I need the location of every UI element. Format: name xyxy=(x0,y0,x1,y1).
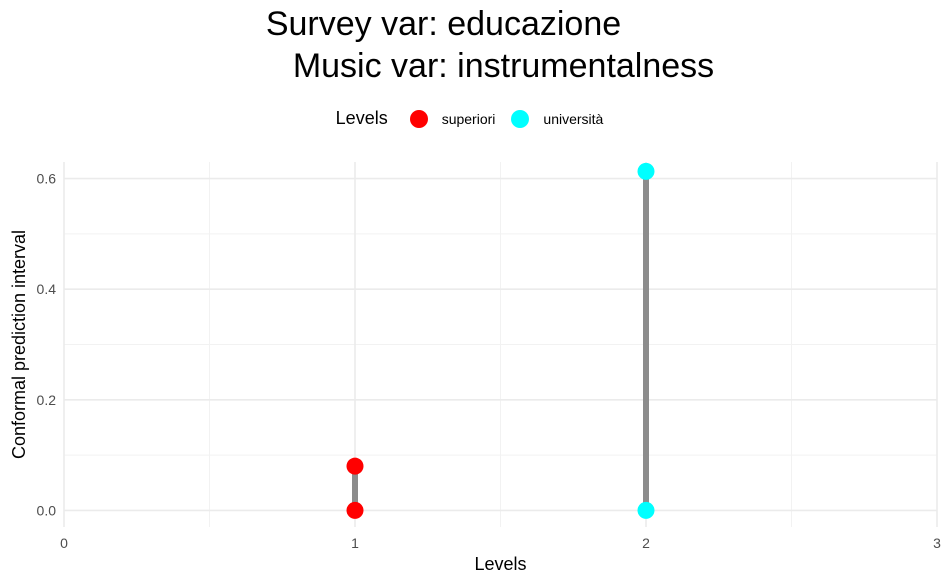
point-upper-università xyxy=(637,162,655,180)
x-tick-label: 3 xyxy=(933,535,941,551)
legend-item-universita: università xyxy=(511,109,604,128)
y-axis-label: Conformal prediction interval xyxy=(9,230,29,459)
legend: Levels superiori università xyxy=(0,108,947,129)
legend-item-superiori: superiori xyxy=(409,109,496,128)
y-tick-label: 0.6 xyxy=(37,171,57,187)
y-tick-label: 0.2 xyxy=(37,392,57,408)
legend-label-universita: università xyxy=(543,110,604,127)
point-upper-superiori xyxy=(346,457,364,475)
x-tick-label: 1 xyxy=(351,535,359,551)
point-lower-università xyxy=(637,501,655,519)
chart-title-line-2: Music var: instrumentalness xyxy=(292,47,715,85)
x-axis-label: Levels xyxy=(474,554,526,574)
x-tick-label: 0 xyxy=(60,535,68,551)
point-lower-superiori xyxy=(346,501,364,519)
legend-label-superiori: superiori xyxy=(441,110,496,127)
chart-title-line-1: Survey var: educazione xyxy=(265,5,622,43)
y-tick-label: 0.4 xyxy=(37,281,57,297)
legend-key-superiori xyxy=(409,109,428,128)
y-tick-label: 0.0 xyxy=(37,502,57,518)
legend-key-universita xyxy=(511,109,530,128)
x-tick-label: 2 xyxy=(642,535,650,551)
legend-title: Levels xyxy=(335,108,388,128)
